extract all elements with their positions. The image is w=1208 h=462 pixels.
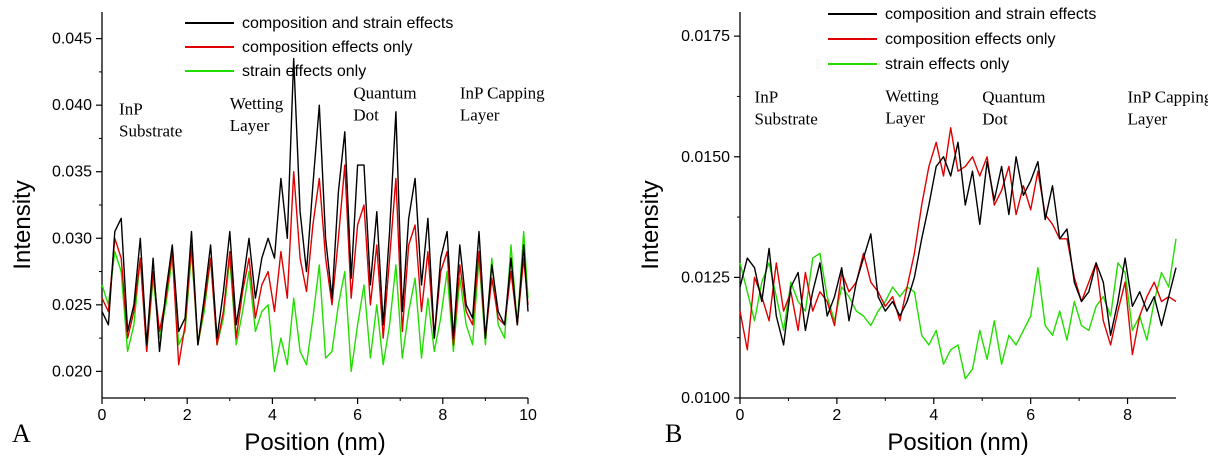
annotation-text: Quantum	[982, 88, 1045, 107]
series-line-1	[739, 127, 1177, 356]
y-tick-label: 0.0100	[681, 390, 730, 407]
legend-label: strain effects only	[885, 56, 1009, 73]
annotation-text: InP	[755, 88, 779, 107]
y-tick-label: 0.0150	[681, 149, 730, 166]
annotation-text: Layer	[460, 106, 500, 125]
panel-label: A	[12, 419, 31, 448]
annotation-text: InP Capping	[460, 84, 545, 103]
y-tick-label: 0.0175	[681, 28, 730, 45]
annotation-text: Substrate	[119, 121, 182, 140]
y-tick-label: 0.040	[52, 97, 92, 114]
y-axis-label: Intensity	[637, 180, 664, 269]
x-tick-label: 6	[353, 407, 362, 424]
x-tick-label: 10	[519, 407, 537, 424]
annotation-text: Substrate	[755, 110, 818, 129]
legend-label: composition and strain effects	[885, 6, 1096, 23]
annotation-text: Dot	[982, 110, 1008, 129]
y-tick-label: 0.0125	[681, 269, 730, 286]
y-tick-label: 0.045	[52, 31, 92, 48]
y-tick-label: 0.025	[52, 297, 92, 314]
annotation-text: InP Capping	[1128, 88, 1208, 107]
legend-label: strain effects only	[242, 63, 366, 80]
legend-label: composition effects only	[242, 39, 412, 56]
x-tick-label: 0	[736, 407, 745, 424]
series-line-1	[101, 164, 529, 366]
x-axis-label: Position (nm)	[887, 429, 1028, 456]
series-line-0	[101, 57, 529, 353]
series-line-2	[739, 238, 1177, 380]
legend-label: composition and strain effects	[242, 15, 453, 32]
legend-label: composition effects only	[885, 31, 1055, 48]
y-tick-label: 0.030	[52, 230, 92, 247]
annotation-text: Quantum	[353, 84, 416, 103]
x-tick-label: 6	[1026, 407, 1035, 424]
x-tick-label: 8	[438, 407, 447, 424]
series-line-0	[739, 141, 1177, 346]
x-axis-label: Position (nm)	[244, 429, 385, 456]
x-tick-label: 2	[832, 407, 841, 424]
annotation-text: Dot	[353, 106, 379, 125]
y-tick-label: 0.035	[52, 164, 92, 181]
x-tick-label: 0	[98, 407, 107, 424]
annotation-text: Wetting	[885, 86, 939, 105]
annotation-text: Layer	[230, 116, 270, 135]
y-axis-label: Intensity	[9, 180, 36, 269]
x-tick-label: 4	[268, 407, 277, 424]
annotation-text: Layer	[1128, 110, 1168, 129]
annotation-text: Layer	[885, 108, 925, 127]
chart-panel-a: 0 2 4 6 8 10 0.020 0.025 0.030 0.035 0.040 0.045 com…	[9, 12, 545, 456]
x-tick-label: 8	[1123, 407, 1132, 424]
panel-label: B	[665, 419, 682, 448]
y-tick-label: 0.020	[52, 363, 92, 380]
x-tick-label: 2	[183, 407, 192, 424]
chart-panel-b: 0 2 4 6 8 0.0100 0.0125 0.0150 0.0175 composition…	[637, 6, 1208, 456]
x-tick-label: 4	[929, 407, 938, 424]
annotation-text: Wetting	[230, 94, 284, 113]
annotation-text: InP	[119, 99, 143, 118]
